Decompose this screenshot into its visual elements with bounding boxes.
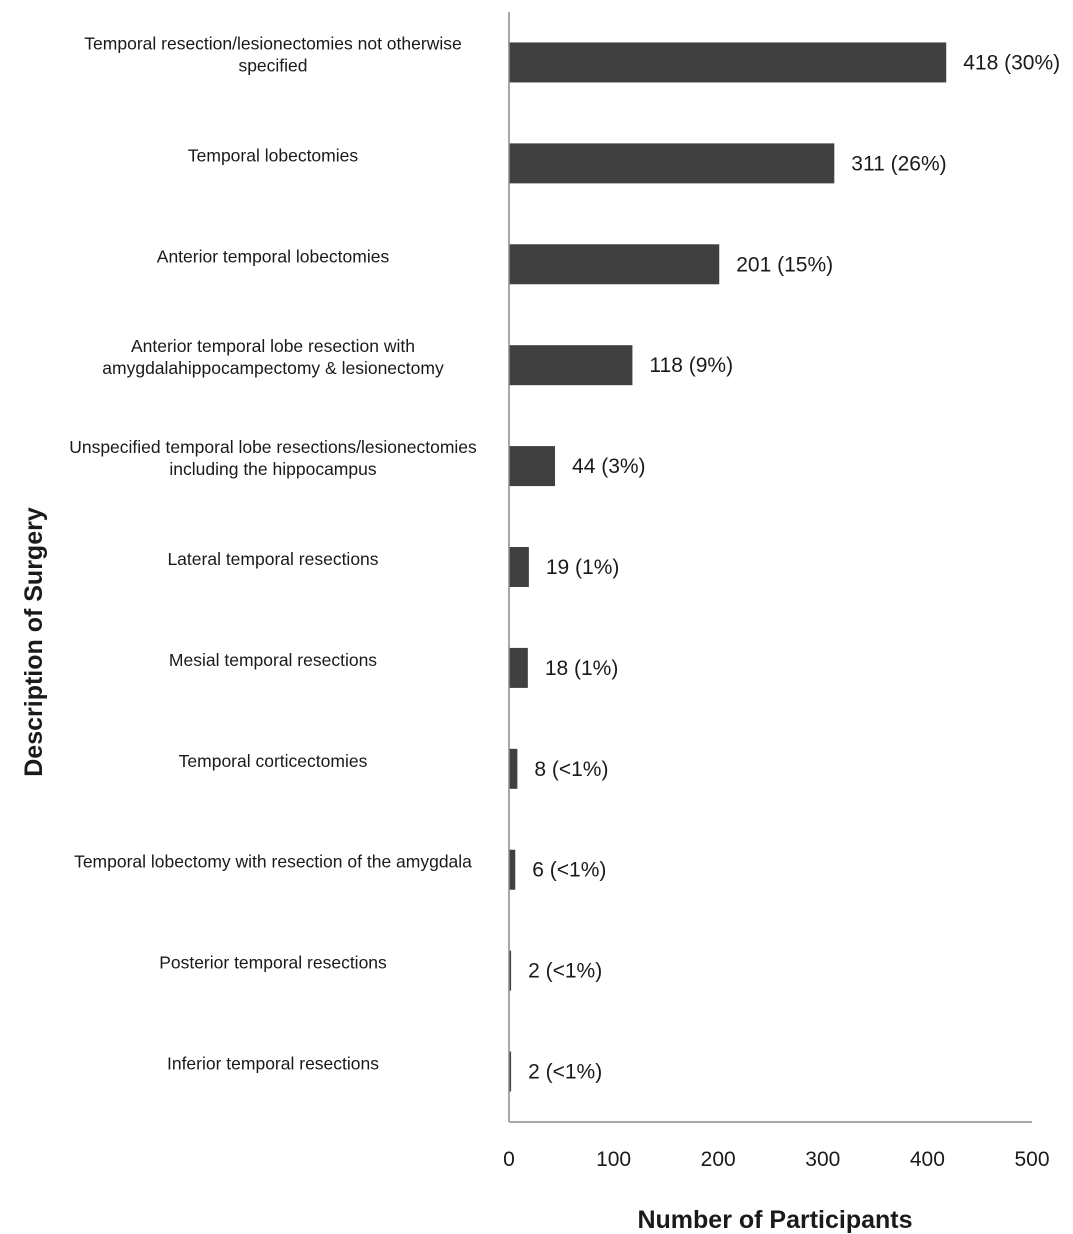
data-label: 311 (26%)	[851, 152, 946, 175]
category-label: Mesial temporal resections	[169, 650, 377, 670]
bar	[509, 647, 528, 688]
bar	[509, 244, 720, 285]
data-label: 19 (1%)	[546, 556, 620, 579]
x-tick-label: 500	[1014, 1148, 1049, 1171]
category-label: Anterior temporal lobectomies	[157, 246, 390, 266]
category-label-line: amygdalahippocampectomy & lesionectomy	[102, 358, 444, 378]
x-tick-label: 300	[805, 1148, 840, 1171]
bar	[509, 950, 512, 991]
category-label-line: Temporal resection/lesionectomies not ot…	[84, 33, 461, 53]
x-axis-ticks: 0 100 200 300 400 500	[503, 1148, 1049, 1171]
category-label: Unspecified temporal lobe resections/les…	[69, 437, 477, 479]
data-label: 2 (<1%)	[528, 960, 602, 983]
data-label: 201 (15%)	[736, 253, 833, 276]
category-label: Lateral temporal resections	[167, 549, 378, 569]
data-label: 2 (<1%)	[528, 1061, 602, 1084]
category-label: Anterior temporal lobe resection with amy…	[102, 336, 444, 378]
category-label: Temporal corticectomies	[179, 751, 368, 771]
bar	[509, 143, 835, 184]
category-label: Temporal lobectomies	[188, 145, 358, 165]
data-label: 44 (3%)	[572, 455, 646, 478]
x-axis-title: Number of Participants	[637, 1206, 912, 1234]
bar	[509, 1051, 512, 1092]
bar	[509, 345, 633, 386]
bar	[509, 446, 556, 487]
category-label-line: Anterior temporal lobectomies	[157, 246, 390, 266]
category-label-line: specified	[238, 55, 307, 75]
category-label-line: Temporal corticectomies	[179, 751, 368, 771]
bar	[509, 42, 947, 83]
category-label-line: Inferior temporal resections	[167, 1054, 379, 1074]
category-label-line: Lateral temporal resections	[167, 549, 378, 569]
bar	[509, 849, 516, 890]
data-label: 6 (<1%)	[532, 859, 606, 882]
category-label-line: Mesial temporal resections	[169, 650, 377, 670]
category-label-line: including the hippocampus	[169, 459, 376, 479]
category-label-line: Temporal lobectomies	[188, 145, 358, 165]
category-label-line: Anterior temporal lobe resection with	[131, 336, 415, 356]
bar	[509, 748, 518, 789]
bar	[509, 547, 529, 587]
data-label: 118 (9%)	[649, 354, 733, 377]
x-tick-label: 0	[503, 1148, 515, 1171]
x-tick-label: 400	[910, 1148, 945, 1171]
category-label: Inferior temporal resections	[167, 1054, 379, 1074]
data-label: 18 (1%)	[545, 657, 619, 680]
data-label: 418 (30%)	[963, 51, 1060, 74]
category-label: Temporal resection/lesionectomies not ot…	[84, 33, 461, 75]
category-label: Posterior temporal resections	[159, 953, 387, 973]
y-axis-title: Description of Surgery	[20, 507, 48, 777]
data-label: 8 (<1%)	[534, 758, 608, 781]
category-label-line: Posterior temporal resections	[159, 953, 387, 973]
x-tick-label: 200	[701, 1148, 736, 1171]
category-labels: Temporal resection/lesionectomies not ot…	[69, 33, 477, 1073]
category-label: Temporal lobectomy with resection of the…	[74, 852, 472, 872]
x-tick-label: 100	[596, 1148, 631, 1171]
data-labels: 418 (30%) 311 (26%) 201 (15%) 118 (9%) 44 (3…	[528, 51, 1060, 1083]
category-label-line: Unspecified temporal lobe resections/les…	[69, 437, 477, 457]
category-label-line: Temporal lobectomy with resection of the…	[74, 852, 472, 872]
bars	[509, 42, 947, 1092]
